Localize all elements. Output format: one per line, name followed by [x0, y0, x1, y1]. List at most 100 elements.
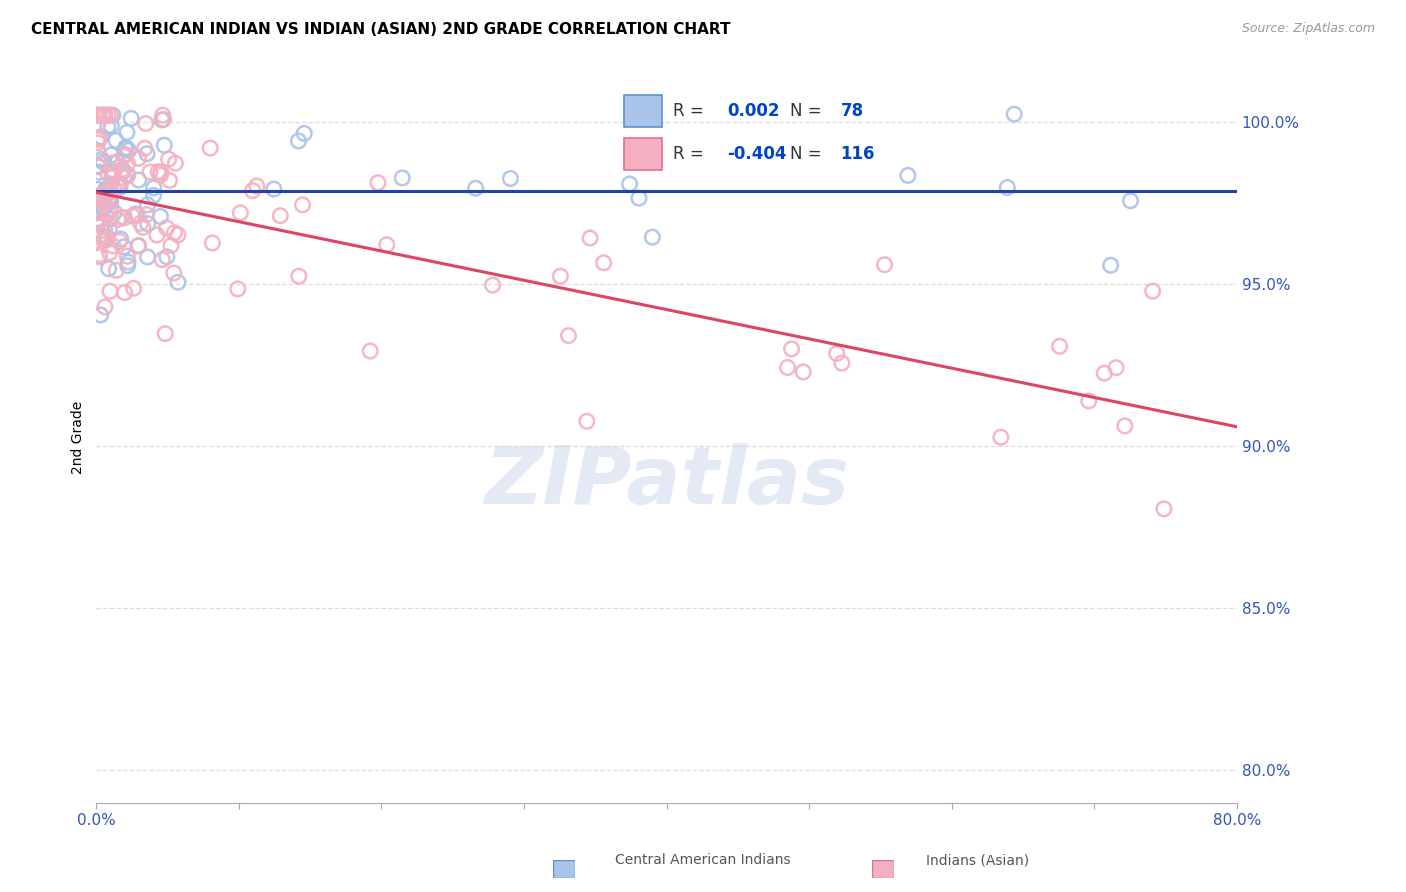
Point [136, 250, 159, 264]
Point [641, 230, 664, 244]
Point [98, 202, 121, 216]
Point [156, 220, 179, 235]
Point [101, 108, 124, 122]
Point [149, 210, 172, 224]
Point [134, 141, 156, 155]
Point [776, 360, 799, 375]
Point [117, 169, 139, 183]
Point [825, 346, 848, 360]
Point [87, 145, 110, 159]
Point [97, 120, 120, 134]
Point [96, 183, 118, 197]
Point [163, 226, 186, 240]
Point [127, 239, 149, 253]
Point [269, 209, 291, 223]
Point [87, 182, 110, 196]
Point [117, 259, 139, 273]
Point [142, 181, 165, 195]
Point [135, 208, 157, 222]
Point [90, 308, 112, 322]
Point [132, 220, 155, 235]
Point [108, 177, 131, 191]
Point [101, 239, 124, 253]
Point [201, 235, 224, 250]
Point [155, 326, 177, 341]
Point [160, 238, 183, 252]
Point [499, 171, 522, 186]
Point [117, 168, 139, 182]
Point [165, 156, 187, 170]
Point [163, 266, 186, 280]
Point [101, 162, 124, 177]
Point [108, 180, 131, 194]
Point [105, 178, 128, 192]
Point [89, 247, 111, 261]
Point [359, 343, 381, 358]
Point [152, 112, 174, 127]
Point [291, 198, 314, 212]
Point [87, 160, 110, 174]
Point [93, 201, 115, 215]
Point [107, 154, 129, 169]
Point [127, 208, 149, 222]
Point [1153, 501, 1175, 516]
Point [97, 261, 120, 276]
Point [122, 281, 145, 295]
Point [90, 205, 112, 219]
Point [103, 205, 125, 219]
Text: ZIPatlas: ZIPatlas [484, 442, 849, 521]
Point [592, 256, 614, 270]
Text: Central American Indians: Central American Indians [616, 853, 790, 867]
Point [91, 190, 114, 204]
Point [287, 134, 309, 148]
Point [873, 258, 896, 272]
Point [93, 231, 115, 245]
Point [367, 176, 389, 190]
Point [108, 179, 131, 194]
Point [792, 365, 814, 379]
Point [94, 300, 117, 314]
Point [98, 245, 121, 260]
Point [87, 250, 110, 264]
Point [107, 212, 129, 227]
Text: Source: ZipAtlas.com: Source: ZipAtlas.com [1241, 22, 1375, 36]
Point [90, 153, 112, 167]
Point [89, 228, 111, 243]
Point [139, 165, 162, 179]
Point [156, 250, 179, 264]
Point [1077, 394, 1099, 409]
Point [93, 109, 115, 123]
Point [101, 156, 124, 170]
Point [557, 328, 579, 343]
Point [136, 217, 159, 231]
Point [114, 142, 136, 156]
Point [90, 129, 112, 144]
Point [100, 108, 122, 122]
Point [149, 168, 172, 182]
Point [87, 189, 110, 203]
Point [87, 211, 110, 226]
Point [627, 191, 650, 205]
Point [96, 229, 118, 244]
Point [481, 278, 503, 293]
Point [94, 108, 117, 122]
Point [117, 156, 139, 170]
Point [619, 177, 641, 191]
Point [87, 133, 110, 147]
Point [375, 237, 398, 252]
Point [112, 149, 135, 163]
Point [226, 282, 249, 296]
Point [121, 209, 143, 223]
Point [114, 147, 136, 161]
Point [96, 206, 118, 220]
Point [87, 159, 110, 173]
Point [98, 284, 121, 298]
Point [995, 180, 1018, 194]
Point [101, 165, 124, 179]
Point [114, 285, 136, 300]
Point [391, 170, 413, 185]
Point [242, 184, 264, 198]
Point [128, 238, 150, 252]
Point [103, 182, 125, 196]
Point [579, 231, 602, 245]
